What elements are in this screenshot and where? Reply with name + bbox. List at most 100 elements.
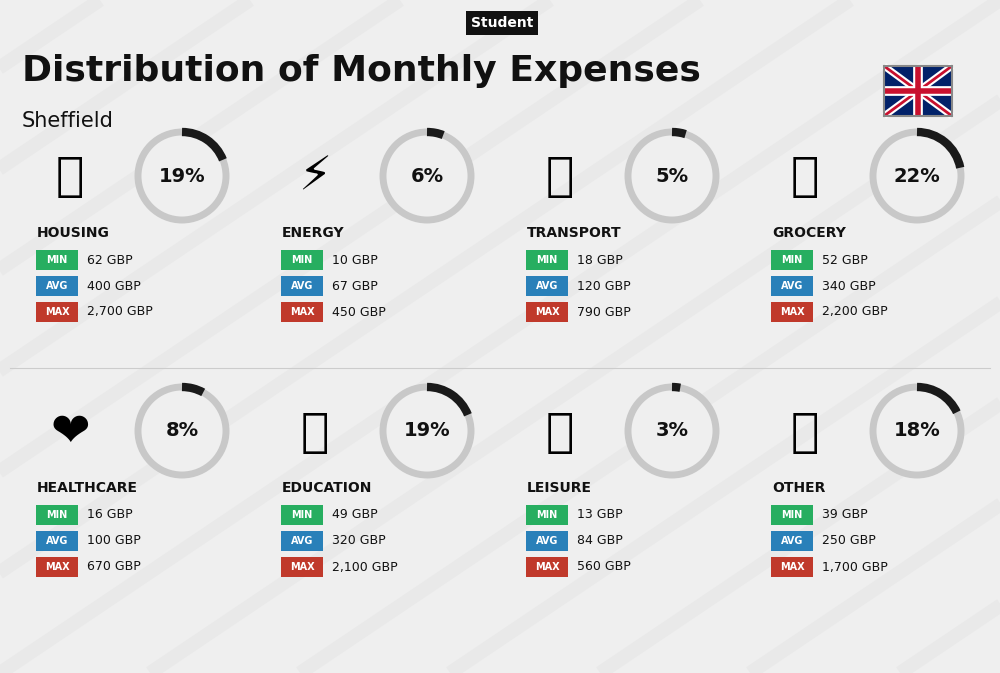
Text: 8%: 8% (165, 421, 199, 441)
Text: MAX: MAX (535, 562, 559, 572)
Text: 2,200 GBP: 2,200 GBP (822, 306, 888, 318)
Text: 🛍: 🛍 (546, 411, 574, 456)
Text: 250 GBP: 250 GBP (822, 534, 876, 548)
Text: 3%: 3% (656, 421, 688, 441)
Text: GROCERY: GROCERY (772, 226, 846, 240)
Text: 400 GBP: 400 GBP (87, 279, 141, 293)
Text: AVG: AVG (781, 281, 803, 291)
Text: AVG: AVG (781, 536, 803, 546)
Text: MIN: MIN (291, 510, 313, 520)
Circle shape (628, 387, 716, 475)
Text: MAX: MAX (780, 307, 804, 317)
Text: HOUSING: HOUSING (37, 226, 110, 240)
FancyBboxPatch shape (36, 250, 78, 271)
Text: 39 GBP: 39 GBP (822, 509, 868, 522)
FancyBboxPatch shape (771, 531, 813, 551)
FancyBboxPatch shape (281, 276, 323, 296)
FancyBboxPatch shape (281, 531, 323, 551)
Circle shape (138, 132, 226, 220)
Text: MIN: MIN (536, 510, 558, 520)
Text: MAX: MAX (290, 562, 314, 572)
FancyBboxPatch shape (281, 557, 323, 577)
Text: 18%: 18% (894, 421, 940, 441)
FancyBboxPatch shape (884, 66, 952, 116)
Text: MAX: MAX (45, 307, 69, 317)
Text: 320 GBP: 320 GBP (332, 534, 386, 548)
Text: AVG: AVG (291, 281, 313, 291)
FancyBboxPatch shape (771, 557, 813, 577)
Text: 5%: 5% (655, 166, 689, 186)
Text: 670 GBP: 670 GBP (87, 561, 141, 573)
Text: 52 GBP: 52 GBP (822, 254, 868, 267)
FancyBboxPatch shape (281, 250, 323, 271)
FancyBboxPatch shape (771, 505, 813, 525)
Text: 🚌: 🚌 (546, 155, 574, 201)
Circle shape (873, 132, 961, 220)
Text: 49 GBP: 49 GBP (332, 509, 378, 522)
Text: TRANSPORT: TRANSPORT (527, 226, 622, 240)
Text: 450 GBP: 450 GBP (332, 306, 386, 318)
Text: MIN: MIN (781, 255, 803, 265)
Text: AVG: AVG (536, 536, 558, 546)
Text: 13 GBP: 13 GBP (577, 509, 623, 522)
Text: 2,100 GBP: 2,100 GBP (332, 561, 398, 573)
FancyBboxPatch shape (36, 276, 78, 296)
Text: MAX: MAX (535, 307, 559, 317)
Circle shape (873, 387, 961, 475)
Circle shape (628, 132, 716, 220)
Text: 62 GBP: 62 GBP (87, 254, 133, 267)
Text: 22%: 22% (894, 166, 940, 186)
Text: 🏗: 🏗 (56, 155, 84, 201)
FancyBboxPatch shape (36, 505, 78, 525)
Text: Distribution of Monthly Expenses: Distribution of Monthly Expenses (22, 54, 701, 88)
Text: 💌: 💌 (791, 411, 819, 456)
Circle shape (383, 132, 471, 220)
Text: MIN: MIN (46, 510, 68, 520)
Text: 6%: 6% (410, 166, 444, 186)
FancyBboxPatch shape (526, 302, 568, 322)
FancyBboxPatch shape (281, 302, 323, 322)
Circle shape (138, 387, 226, 475)
Text: ENERGY: ENERGY (282, 226, 345, 240)
FancyBboxPatch shape (36, 531, 78, 551)
Text: MAX: MAX (45, 562, 69, 572)
FancyBboxPatch shape (526, 531, 568, 551)
Text: 1,700 GBP: 1,700 GBP (822, 561, 888, 573)
Text: 18 GBP: 18 GBP (577, 254, 623, 267)
Text: MAX: MAX (290, 307, 314, 317)
FancyBboxPatch shape (526, 276, 568, 296)
FancyBboxPatch shape (771, 302, 813, 322)
Text: 🛍: 🛍 (791, 155, 819, 201)
FancyBboxPatch shape (36, 557, 78, 577)
Text: 790 GBP: 790 GBP (577, 306, 631, 318)
Text: 16 GBP: 16 GBP (87, 509, 133, 522)
Text: 10 GBP: 10 GBP (332, 254, 378, 267)
Circle shape (383, 387, 471, 475)
Text: Sheffield: Sheffield (22, 111, 114, 131)
Text: 340 GBP: 340 GBP (822, 279, 876, 293)
Text: HEALTHCARE: HEALTHCARE (37, 481, 138, 495)
Text: 19%: 19% (159, 166, 205, 186)
Text: 67 GBP: 67 GBP (332, 279, 378, 293)
Text: MIN: MIN (536, 255, 558, 265)
Text: MIN: MIN (291, 255, 313, 265)
Text: AVG: AVG (46, 281, 68, 291)
FancyBboxPatch shape (526, 250, 568, 271)
Text: ⚡: ⚡ (298, 155, 332, 201)
Text: MIN: MIN (46, 255, 68, 265)
FancyBboxPatch shape (771, 276, 813, 296)
Text: AVG: AVG (291, 536, 313, 546)
Text: EDUCATION: EDUCATION (282, 481, 372, 495)
FancyBboxPatch shape (526, 505, 568, 525)
Text: MAX: MAX (780, 562, 804, 572)
Text: 84 GBP: 84 GBP (577, 534, 623, 548)
Text: MIN: MIN (781, 510, 803, 520)
Text: AVG: AVG (46, 536, 68, 546)
Text: AVG: AVG (536, 281, 558, 291)
FancyBboxPatch shape (36, 302, 78, 322)
Text: 2,700 GBP: 2,700 GBP (87, 306, 153, 318)
FancyBboxPatch shape (771, 250, 813, 271)
Text: 120 GBP: 120 GBP (577, 279, 631, 293)
Text: 100 GBP: 100 GBP (87, 534, 141, 548)
Text: LEISURE: LEISURE (527, 481, 592, 495)
